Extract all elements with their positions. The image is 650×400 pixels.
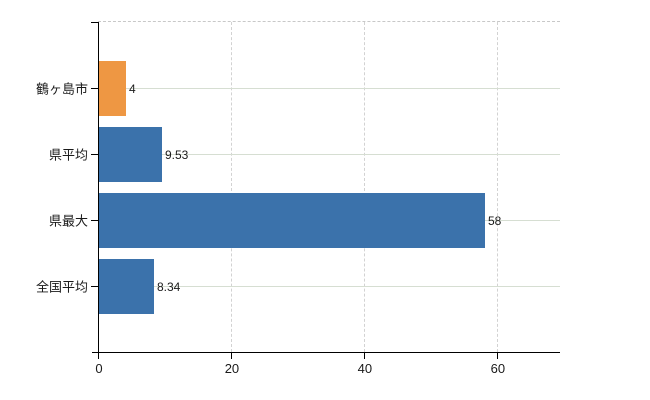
y-axis-tick — [91, 286, 98, 287]
y-axis-tick — [91, 88, 98, 89]
bar-value-label: 8.34 — [157, 280, 181, 294]
h-gridline — [98, 154, 560, 155]
y-axis-tick — [91, 220, 98, 221]
h-gridline — [98, 286, 560, 287]
x-axis-tick-label: 20 — [224, 361, 240, 376]
x-axis-tick-label: 0 — [95, 361, 103, 376]
v-gridline — [230, 22, 233, 352]
x-axis-tick-label: 60 — [490, 361, 506, 376]
bar-県最大[interactable] — [99, 193, 485, 248]
category-label: 鶴ヶ島市 — [35, 81, 88, 97]
category-label: 全国平均 — [35, 279, 88, 295]
y-axis-top-tick — [91, 22, 98, 23]
category-label: 県最大 — [48, 213, 88, 229]
x-axis-tick — [230, 353, 232, 359]
x-axis-line — [92, 352, 560, 353]
plot-top-border — [98, 21, 560, 23]
category-label: 県平均 — [48, 147, 88, 163]
h-gridline — [98, 88, 560, 89]
bar-value-label: 4 — [129, 82, 136, 96]
y-axis-tick — [91, 154, 98, 155]
bar-全国平均[interactable] — [99, 259, 154, 314]
v-gridline — [363, 22, 366, 352]
y-axis-line — [98, 22, 99, 352]
x-axis-tick — [496, 353, 498, 359]
bar-value-label: 58 — [488, 214, 502, 228]
x-axis-tick-label: 40 — [357, 361, 373, 376]
bar-value-label: 9.53 — [165, 148, 189, 162]
v-gridline — [496, 22, 499, 352]
bar-県平均[interactable] — [99, 127, 162, 182]
x-axis-tick — [98, 353, 99, 359]
bar-鶴ヶ島市[interactable] — [99, 61, 126, 116]
x-axis-tick — [363, 353, 365, 359]
